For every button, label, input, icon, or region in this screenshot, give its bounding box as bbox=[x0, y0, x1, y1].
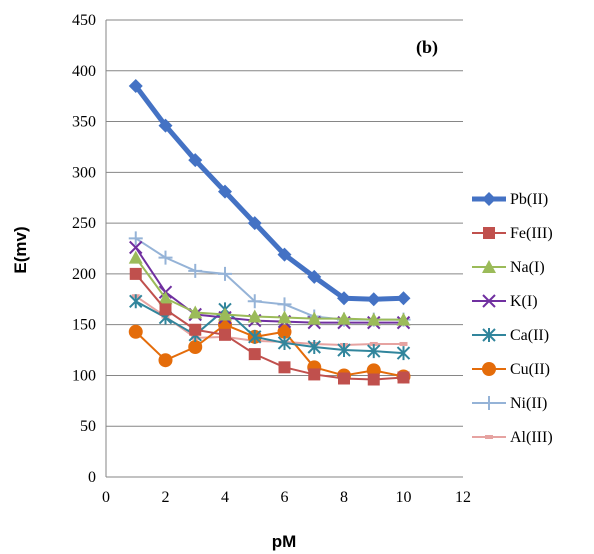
y-tick-label-0: 0 bbox=[88, 469, 96, 486]
point-feiii-1 bbox=[130, 268, 142, 280]
point-feiii-4 bbox=[219, 329, 231, 341]
point-feiii-6 bbox=[279, 361, 291, 373]
point-feiii-10 bbox=[398, 371, 410, 383]
point-niii-6 bbox=[278, 297, 292, 311]
series-line-ki bbox=[136, 247, 404, 322]
point-cuii-3 bbox=[188, 340, 202, 354]
legend-label-cuii: Cu(II) bbox=[510, 361, 550, 378]
chart-annotation: (b) bbox=[416, 37, 438, 58]
x-tick-label-4: 4 bbox=[221, 489, 229, 506]
point-cuii-2 bbox=[159, 353, 173, 367]
point-feiii-5 bbox=[249, 348, 261, 360]
x-tick-labels: 0 2 4 6 8 10 12 bbox=[102, 489, 471, 506]
point-feiii-2 bbox=[160, 303, 172, 315]
legend-item-niii: Ni(II) bbox=[472, 395, 547, 412]
series-ki bbox=[130, 241, 410, 328]
point-feiii-3 bbox=[189, 324, 201, 336]
legend-label-aliii: Al(III) bbox=[510, 429, 553, 446]
series-line-caii bbox=[136, 301, 404, 353]
y-tick-label-250: 250 bbox=[72, 215, 96, 232]
y-tick-label-350: 350 bbox=[72, 114, 96, 131]
x-tick-label-12: 12 bbox=[455, 489, 471, 506]
legend-item-ki: K(I) bbox=[472, 293, 538, 310]
y-tick-label-450: 450 bbox=[72, 12, 96, 29]
y-axis-title: E(mv) bbox=[11, 226, 30, 273]
y-tick-label-100: 100 bbox=[72, 367, 96, 384]
point-niii-3 bbox=[188, 264, 202, 278]
legend-item-feiii: Fe(III) bbox=[472, 225, 553, 242]
series-pbii bbox=[129, 79, 411, 306]
point-niii-2 bbox=[159, 251, 173, 265]
series-line-pbii bbox=[136, 86, 404, 299]
legend-marker-feiii bbox=[483, 227, 495, 239]
y-tick-label-200: 200 bbox=[72, 266, 96, 283]
point-feiii-9 bbox=[368, 374, 380, 386]
legend-marker-aliii bbox=[485, 435, 493, 439]
x-tick-label-6: 6 bbox=[281, 489, 289, 506]
legend-label-ki: K(I) bbox=[510, 293, 538, 310]
x-tick-label-2: 2 bbox=[162, 489, 170, 506]
x-axis-title: pM bbox=[272, 532, 297, 551]
point-aliii-10 bbox=[400, 342, 408, 346]
point-pbii-9 bbox=[367, 292, 381, 306]
x-tick-label-0: 0 bbox=[102, 489, 110, 506]
series-group bbox=[129, 79, 411, 385]
point-feiii-7 bbox=[308, 368, 320, 380]
point-pbii-10 bbox=[397, 291, 411, 305]
series-line-feiii bbox=[136, 274, 404, 380]
series-line-niii bbox=[136, 238, 404, 319]
x-tick-label-8: 8 bbox=[340, 489, 348, 506]
legend-item-nai: Na(I) bbox=[472, 259, 545, 276]
x-tick-label-10: 10 bbox=[396, 489, 412, 506]
legend-marker-cuii bbox=[482, 362, 496, 376]
legend-label-pbii: Pb(II) bbox=[510, 191, 548, 208]
point-caii-1 bbox=[130, 294, 142, 308]
point-feiii-8 bbox=[338, 372, 350, 384]
legend-item-cuii: Cu(II) bbox=[472, 361, 550, 378]
legend: Pb(II) Fe(III) Na(I) K(I) Ca(II) Cu(II) Ni(II)… bbox=[472, 191, 553, 446]
series-line-nai bbox=[136, 258, 404, 320]
point-cuii-1 bbox=[129, 325, 143, 339]
y-tick-label-400: 400 bbox=[72, 63, 96, 80]
legend-label-feiii: Fe(III) bbox=[510, 225, 553, 242]
legend-label-caii: Ca(II) bbox=[510, 327, 549, 344]
legend-marker-pbii bbox=[482, 192, 496, 206]
legend-item-caii: Ca(II) bbox=[472, 327, 549, 344]
legend-item-pbii: Pb(II) bbox=[472, 191, 548, 208]
y-tick-labels: 0 50 100 150 200 250 300 350 400 450 bbox=[72, 12, 96, 486]
legend-item-aliii: Al(III) bbox=[472, 429, 553, 446]
y-tick-label-50: 50 bbox=[80, 418, 96, 435]
y-tick-label-150: 150 bbox=[72, 317, 96, 334]
y-tick-label-300: 300 bbox=[72, 164, 96, 181]
legend-marker-niii bbox=[482, 396, 496, 410]
legend-label-nai: Na(I) bbox=[510, 259, 545, 276]
legend-label-niii: Ni(II) bbox=[510, 395, 547, 412]
